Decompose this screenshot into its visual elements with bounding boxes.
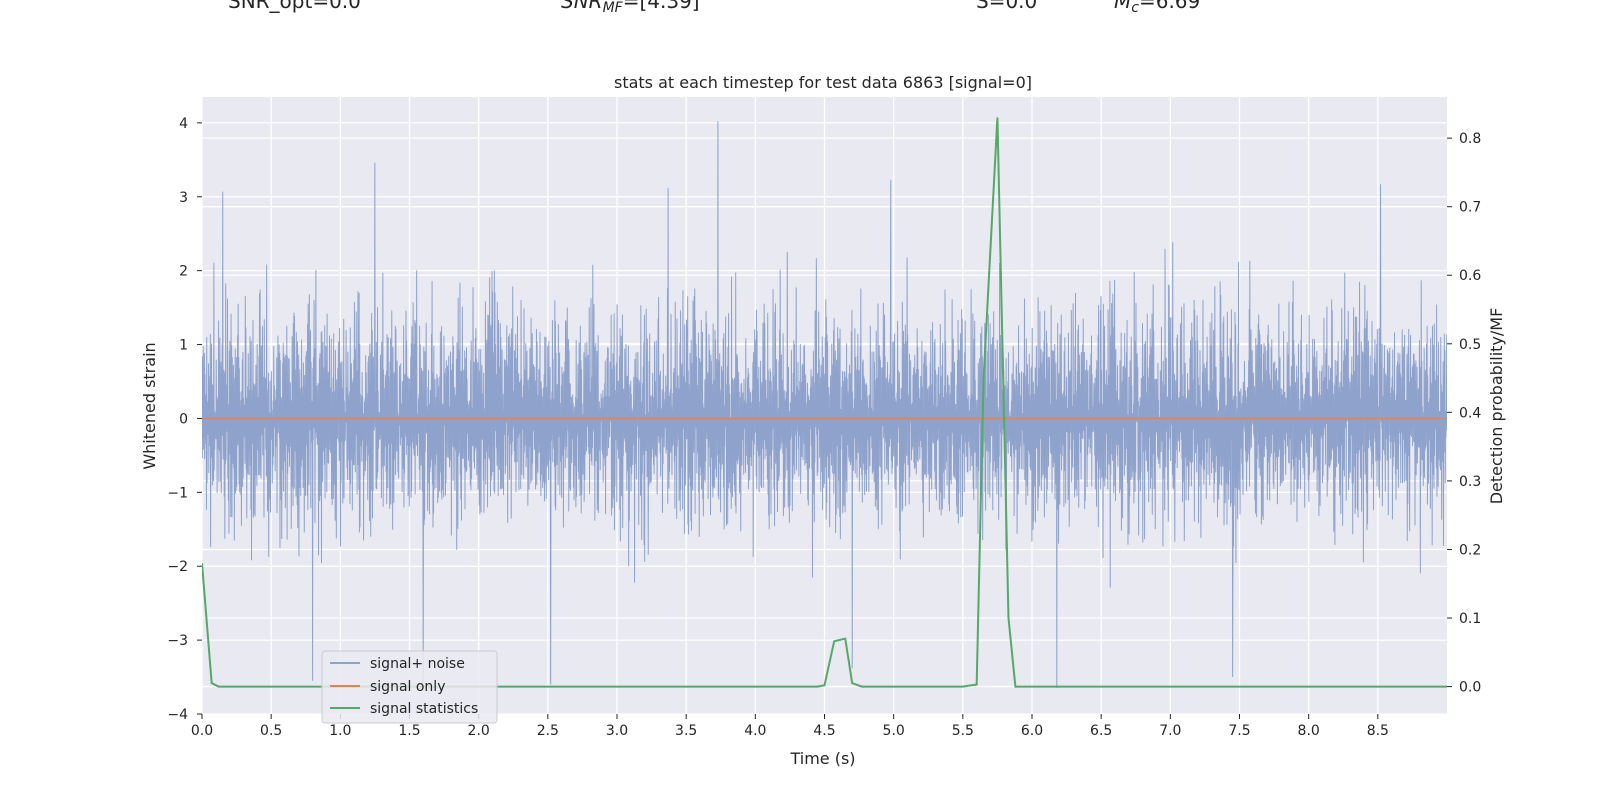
y-right-tick-label: 0.4 — [1459, 405, 1481, 421]
x-tick-label: 1.0 — [329, 723, 351, 739]
x-tick-label: 5.0 — [883, 723, 905, 739]
y-right-tick-label: 0.6 — [1459, 268, 1481, 284]
x-tick-label: 8.5 — [1367, 723, 1389, 739]
snr-mf-label: SNRMF=[4.39] — [561, 0, 700, 16]
y-right-tick-label: 0.5 — [1459, 337, 1481, 353]
y-tick-label: 1 — [179, 338, 188, 354]
y-right-tick-label: 0.1 — [1459, 611, 1481, 627]
x-tick-label: 2.0 — [468, 723, 490, 739]
series-signal-noise — [202, 121, 1447, 689]
y-right-tick-label: 0.7 — [1459, 200, 1481, 216]
y-tick-label: −4 — [167, 707, 188, 723]
y-right-tick-label: 0.0 — [1459, 680, 1481, 696]
chart-title: stats at each timestep for test data 686… — [614, 73, 1032, 92]
y-tick-label: 0 — [179, 411, 188, 427]
snr-opt-label: SNR_opt=0.0 — [228, 0, 361, 13]
stats-header: SNR_opt=0.0 SNRMF=[4.39] S=0.0 Mc=6.69 — [228, 0, 1200, 16]
mc-label: Mc=6.69 — [1114, 0, 1200, 16]
legend-label-signal-only: signal only — [370, 679, 445, 695]
x-tick-label: 7.5 — [1228, 723, 1250, 739]
y-axis-right-label: Detection probability/MF — [1487, 308, 1506, 505]
x-tick-label: 5.5 — [952, 723, 974, 739]
x-tick-label: 0.5 — [260, 723, 282, 739]
y-tick-label: −2 — [167, 559, 188, 575]
y-tick-label: −3 — [167, 633, 188, 649]
x-tick-label: 3.0 — [606, 723, 628, 739]
y-right-tick-label: 0.2 — [1459, 542, 1481, 558]
legend-label-signal-statistics: signal statistics — [370, 701, 478, 717]
y-tick-label: 4 — [179, 116, 188, 132]
y-axis-left-ticks: 4 3 2 1 0 −1 −2 −3 −4 — [167, 116, 202, 723]
legend-label-signal-noise: signal+ noise — [370, 656, 465, 672]
x-tick-label: 8.0 — [1298, 723, 1320, 739]
x-tick-label: 4.5 — [813, 723, 835, 739]
x-tick-label: 3.5 — [675, 723, 697, 739]
y-right-tick-label: 0.3 — [1459, 474, 1481, 490]
x-tick-label: 1.5 — [398, 723, 420, 739]
x-axis-ticks: 0.0 0.5 1.0 1.5 2.0 2.5 3.0 3.5 4.0 4.5 5.0 5.5 6.0 6… — [191, 714, 1389, 739]
y-tick-label: 3 — [179, 190, 188, 206]
y-tick-label: −1 — [167, 485, 188, 501]
y-tick-label: 2 — [179, 264, 188, 280]
y-right-tick-label: 0.8 — [1459, 131, 1481, 147]
x-tick-label: 0.0 — [191, 723, 213, 739]
y-axis-right-ticks: 0.8 0.7 0.6 0.5 0.4 0.3 0.2 0.1 0.0 — [1447, 131, 1481, 696]
legend: signal+ noise signal only signal statist… — [321, 650, 498, 724]
legend-box — [321, 650, 498, 724]
x-tick-label: 4.0 — [744, 723, 766, 739]
x-tick-label: 2.5 — [537, 723, 559, 739]
x-tick-label: 7.0 — [1159, 723, 1181, 739]
s-value-label: S=0.0 — [976, 0, 1037, 13]
x-tick-label: 6.5 — [1090, 723, 1112, 739]
y-axis-left-label: Whitened strain — [140, 342, 159, 469]
x-axis-label: Time (s) — [789, 749, 855, 768]
x-tick-label: 6.0 — [1021, 723, 1043, 739]
